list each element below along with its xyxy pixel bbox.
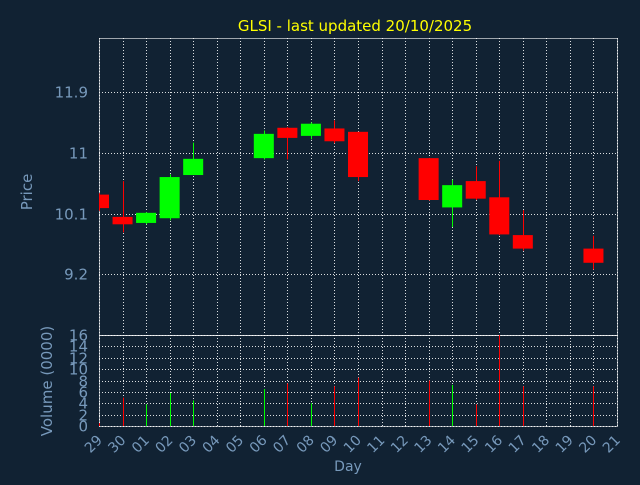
- price-candles: [99, 120, 604, 270]
- candle-body: [159, 177, 180, 219]
- candle-body: [489, 197, 510, 235]
- candle-body: [136, 212, 157, 223]
- volume-panel-frame: [99, 335, 618, 427]
- volume-tick-label: 14: [69, 338, 88, 356]
- candle-body: [347, 131, 369, 178]
- volume-tick-label: 6: [78, 384, 88, 402]
- price-tick-label: 10.1: [55, 206, 88, 224]
- volume-tick-label: 8: [78, 373, 88, 391]
- volume-tick-label: 10: [69, 361, 88, 379]
- day-tick-labels: 29 30 01 02 03 04 05 06 07 08 09 10 11 12 13 14 15 16 17 18…: [82, 432, 624, 456]
- candle-body: [99, 194, 110, 209]
- price-tick-labels: 9.2 10.1 11 11.9: [55, 84, 88, 284]
- volume-tick-label: 12: [69, 350, 88, 368]
- candle-body: [324, 128, 345, 142]
- volume-tick-label: 2: [78, 407, 88, 425]
- price-tick-label: 11: [69, 145, 88, 163]
- candle-body: [253, 133, 274, 159]
- candle-body: [277, 127, 298, 138]
- volume-tick-label: 0: [78, 418, 88, 436]
- candle-body: [512, 235, 533, 249]
- volume-bars: [99, 335, 594, 426]
- candle-body: [465, 181, 486, 199]
- candle-body: [583, 248, 604, 263]
- price-tick-label: 9.2: [64, 266, 88, 284]
- volume-axis-label: Volume (0000): [38, 326, 56, 436]
- price-tick-label: 11.9: [55, 84, 88, 102]
- chart-title: GLSI - last updated 20/10/2025: [238, 17, 472, 35]
- candle-body: [300, 123, 321, 136]
- x-axis-label: Day: [334, 459, 362, 475]
- candle-body: [442, 185, 463, 208]
- volume-tick-label: 16: [69, 327, 88, 345]
- volume-tick-label: 4: [78, 395, 88, 413]
- price-axis-label: Price: [18, 174, 36, 211]
- candle-body: [183, 158, 204, 176]
- candle-body: [112, 216, 133, 225]
- candle-body: [418, 158, 439, 200]
